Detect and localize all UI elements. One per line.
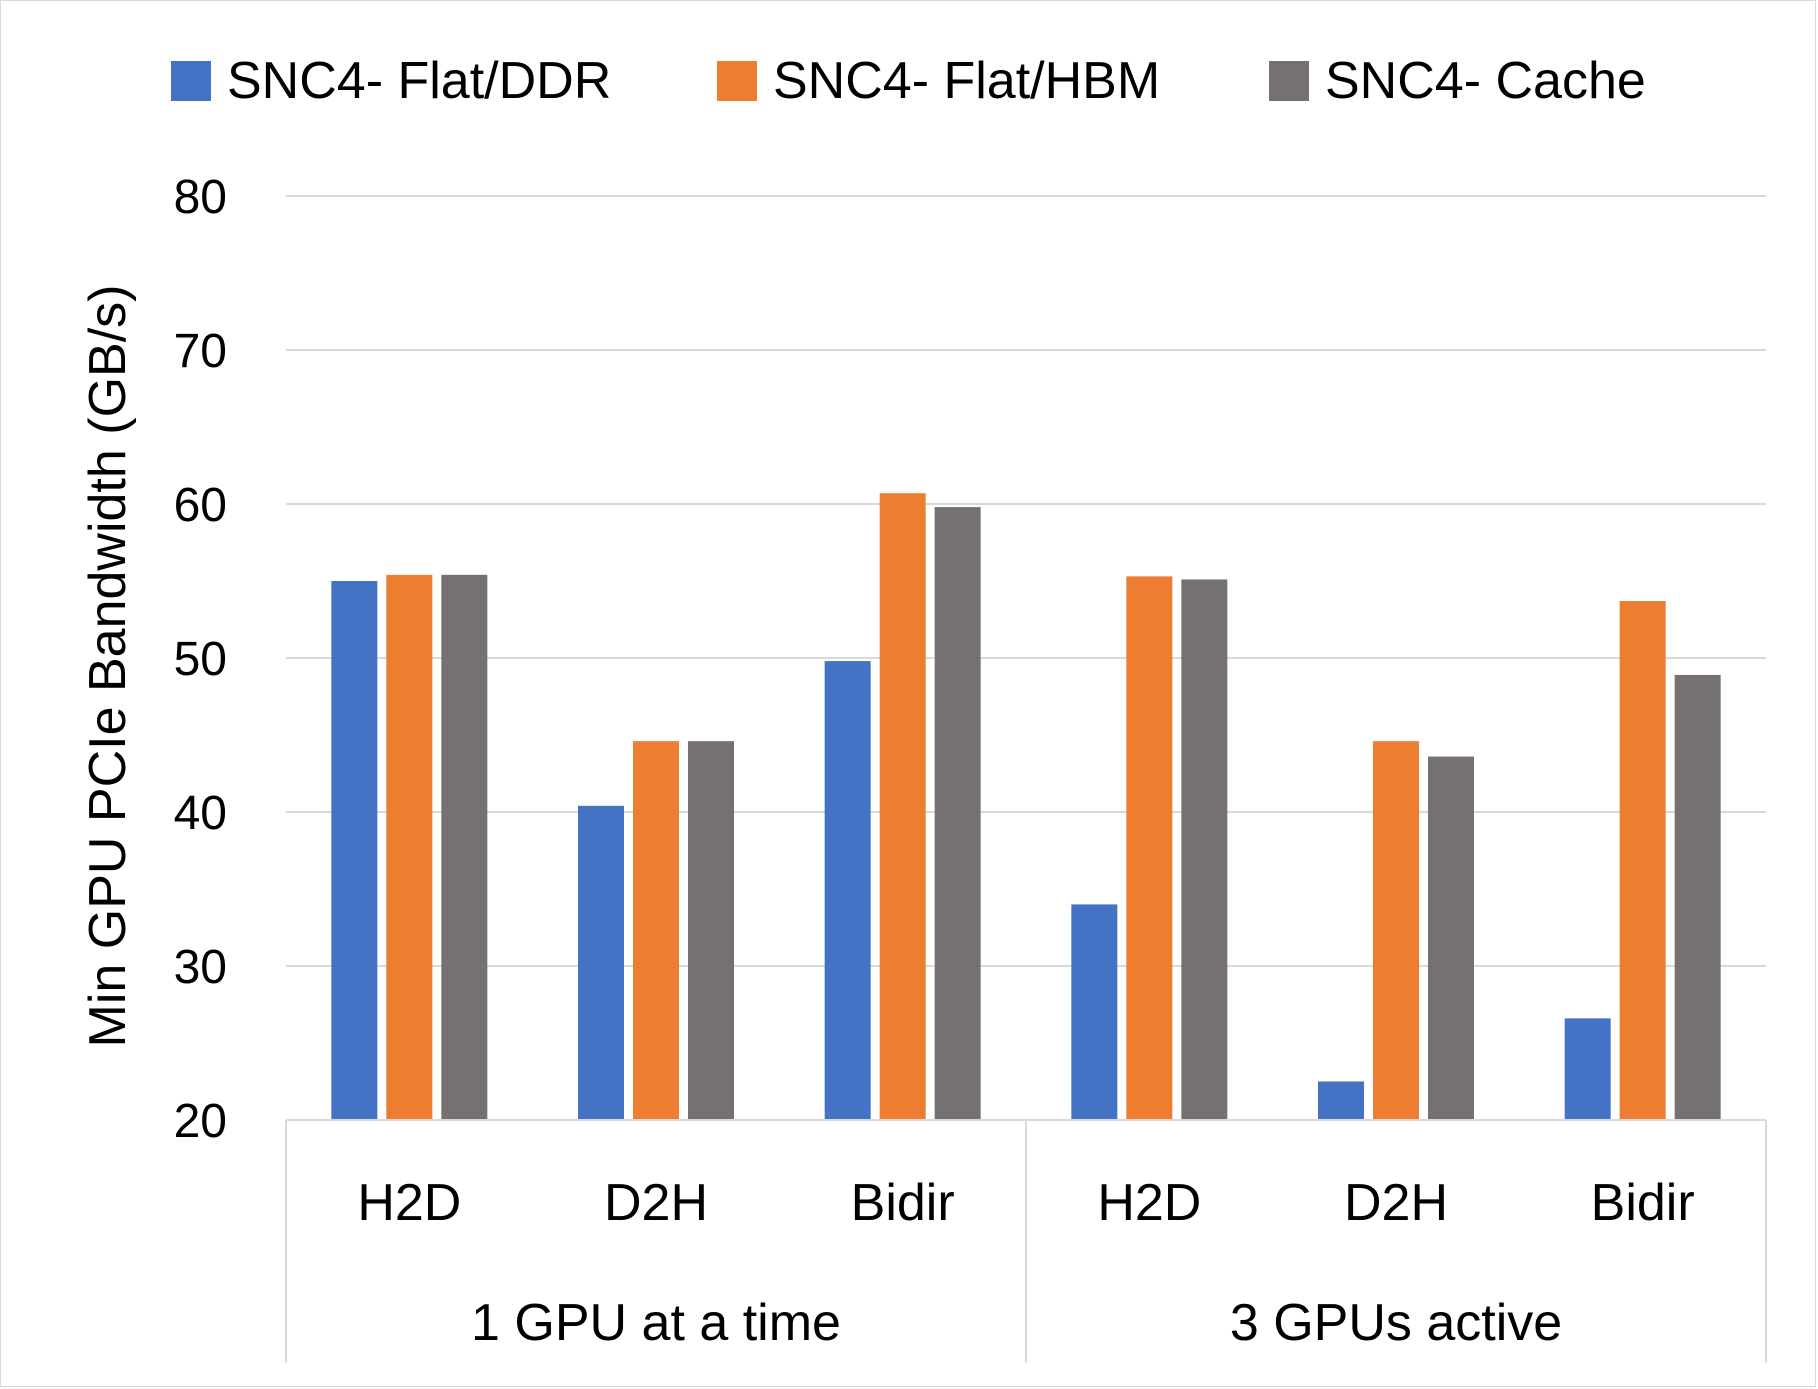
y-tick-label: 80 bbox=[174, 171, 227, 224]
legend-label: SNC4- Flat/HBM bbox=[773, 52, 1160, 110]
bar-snc4-flat-ddr-3 bbox=[824, 661, 871, 1120]
y-axis-ticks: 20 30 40 50 60 70 80 bbox=[174, 171, 227, 1148]
bar-snc4-flat-hbm-4 bbox=[1126, 576, 1173, 1120]
bar-snc4-flat-hbm-3 bbox=[879, 493, 926, 1121]
bar-snc4-cache-3 bbox=[934, 507, 981, 1121]
x-category-label: D2H bbox=[604, 1174, 708, 1232]
y-tick-label: 30 bbox=[174, 941, 227, 994]
x-group-label: 1 GPU at a time bbox=[471, 1294, 841, 1352]
gridlines bbox=[286, 195, 1766, 967]
bar-snc4-cache-4 bbox=[1181, 579, 1228, 1120]
bar-snc4-cache-6 bbox=[1674, 674, 1721, 1120]
bar-snc4-flat-ddr-4 bbox=[1071, 904, 1118, 1120]
legend-label: SNC4- Cache bbox=[1325, 52, 1646, 110]
legend-swatch bbox=[1269, 61, 1309, 101]
legend-swatch bbox=[171, 61, 211, 101]
bar-snc4-flat-ddr-2 bbox=[578, 805, 624, 1120]
y-tick-label: 50 bbox=[174, 633, 227, 686]
bar-snc4-cache-1 bbox=[441, 574, 488, 1120]
y-tick-label: 60 bbox=[174, 479, 227, 532]
bar-snc4-cache-2 bbox=[688, 741, 734, 1120]
y-tick-label: 20 bbox=[174, 1095, 227, 1148]
x-category-label: H2D bbox=[1097, 1174, 1201, 1232]
bars bbox=[331, 493, 1721, 1121]
legend-item-snc4-flat-ddr: SNC4- Flat/DDR bbox=[171, 52, 611, 110]
legend-item-snc4-flat-hbm: SNC4- Flat/HBM bbox=[717, 52, 1160, 110]
bar-snc4-flat-hbm-2 bbox=[633, 741, 679, 1120]
legend: SNC4- Flat/DDR SNC4- Flat/HBM SNC4- Cache bbox=[171, 52, 1646, 110]
x-category-label: H2D bbox=[357, 1174, 461, 1232]
y-axis-label: Min GPU PCIe Bandwidth (GB/s) bbox=[79, 285, 137, 1048]
y-tick-label: 70 bbox=[174, 325, 227, 378]
legend-label: SNC4- Flat/DDR bbox=[227, 52, 611, 110]
legend-item-snc4-cache: SNC4- Cache bbox=[1269, 52, 1646, 110]
bar-snc4-flat-ddr-6 bbox=[1564, 1018, 1611, 1120]
legend-swatch bbox=[717, 61, 757, 101]
bar-snc4-flat-hbm-1 bbox=[386, 574, 433, 1120]
bar-snc4-cache-5 bbox=[1428, 756, 1474, 1120]
x-category-label: Bidir bbox=[1591, 1174, 1695, 1232]
bar-snc4-flat-hbm-5 bbox=[1373, 741, 1419, 1120]
x-group-label: 3 GPUs active bbox=[1230, 1294, 1562, 1352]
x-axis: H2D D2H Bidir H2D D2H Bidir 1 GPU at a time 3 G… bbox=[285, 1119, 1767, 1363]
bar-snc4-flat-ddr-5 bbox=[1318, 1081, 1364, 1120]
x-category-label: Bidir bbox=[851, 1174, 955, 1232]
y-tick-label: 40 bbox=[174, 787, 227, 840]
bar-snc4-flat-hbm-6 bbox=[1619, 601, 1666, 1120]
bar-snc4-flat-ddr-1 bbox=[331, 581, 378, 1120]
x-category-label: D2H bbox=[1344, 1174, 1448, 1232]
